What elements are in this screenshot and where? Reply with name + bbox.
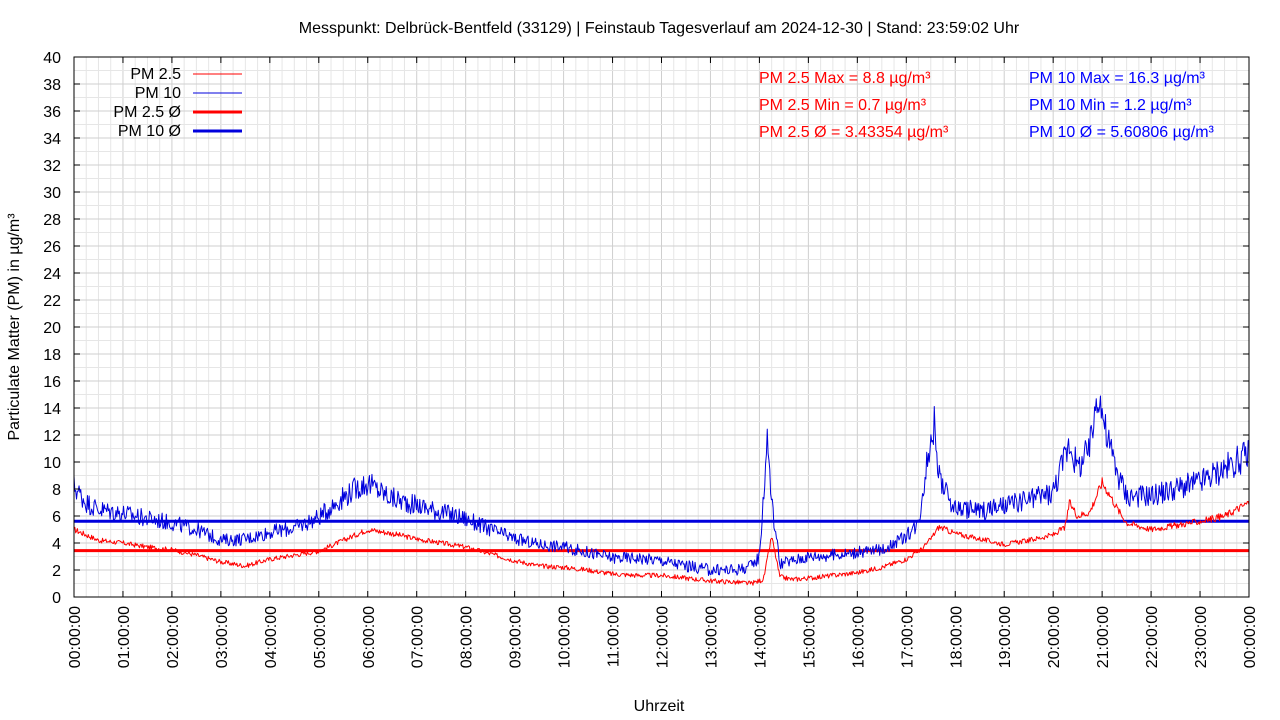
y-tick-label: 18 (43, 347, 61, 364)
x-axis: 00:00:00 01:00:00 02:00:00 03:00:00 04:00:00… (67, 57, 1259, 668)
pm25-min-label: PM 2.5 Min = 0.7 µg/m³ (759, 97, 927, 114)
x-tick-label: 10:00:00 (557, 606, 574, 668)
y-tick-label: 38 (43, 77, 61, 94)
x-tick-label: 00:00:00 (67, 606, 84, 668)
y-tick-label: 14 (43, 401, 61, 418)
series-line-pm10 (73, 395, 1250, 576)
y-tick-label: 30 (43, 185, 61, 202)
y-tick-label: 8 (52, 482, 61, 499)
x-tick-label: 11:00:00 (606, 606, 623, 667)
y-tick-label: 16 (43, 374, 61, 391)
y-tick-label: 6 (52, 509, 61, 526)
x-tick-label: 07:00:00 (410, 606, 427, 668)
x-tick-label: 06:00:00 (361, 606, 378, 668)
x-tick-label: 05:00:00 (312, 606, 329, 668)
y-tick-label: 28 (43, 212, 61, 229)
y-tick-label: 0 (52, 590, 61, 607)
x-tick-label: 19:00:00 (997, 606, 1014, 668)
pm25-avg-label: PM 2.5 Ø = 3.43354 µg/m³ (759, 124, 949, 141)
y-tick-label: 12 (43, 428, 61, 445)
y-tick-label: 22 (43, 293, 61, 310)
x-tick-label: 22:00:00 (1144, 606, 1161, 668)
y-tick-label: 20 (43, 320, 61, 337)
x-tick-label: 08:00:00 (459, 606, 476, 668)
y-tick-label: 36 (43, 104, 61, 121)
pm10-max-label: PM 10 Max = 16.3 µg/m³ (1029, 70, 1206, 87)
x-tick-label: 20:00:00 (1046, 606, 1063, 668)
legend-label-pm25-avg: PM 2.5 Ø (113, 104, 181, 121)
y-tick-label: 10 (43, 455, 61, 472)
y-axis-label: Particulate Matter (PM) in µg/m³ (6, 213, 23, 441)
chart-title: Messpunkt: Delbrück-Bentfeld (33129) | F… (299, 20, 1020, 37)
legend-label-pm10-avg: PM 10 Ø (118, 123, 181, 140)
legend: PM 2.5 PM 10 PM 2.5 Ø PM 10 Ø (113, 66, 242, 140)
legend-label-pm25: PM 2.5 (130, 66, 181, 83)
y-tick-label: 2 (52, 563, 61, 580)
stats-pm10: PM 10 Max = 16.3 µg/m³ PM 10 Min = 1.2 µ… (1029, 70, 1215, 141)
x-tick-label: 16:00:00 (850, 606, 867, 668)
series-lines (73, 395, 1250, 586)
x-tick-label: 21:00:00 (1095, 606, 1112, 668)
x-tick-label: 23:00:00 (1193, 606, 1210, 668)
x-tick-label: 09:00:00 (508, 606, 525, 668)
x-tick-label: 00:00:00 (1242, 606, 1259, 668)
x-tick-label: 17:00:00 (899, 606, 916, 668)
series-line-pm25 (73, 477, 1250, 586)
x-tick-label: 15:00:00 (801, 606, 818, 668)
x-tick-label: 13:00:00 (703, 606, 720, 668)
pm10-avg-label: PM 10 Ø = 5.60806 µg/m³ (1029, 124, 1215, 141)
x-axis-label: Uhrzeit (634, 698, 685, 715)
x-tick-label: 04:00:00 (263, 606, 280, 668)
legend-label-pm10: PM 10 (135, 85, 181, 102)
x-tick-label: 01:00:00 (116, 606, 133, 668)
y-tick-label: 32 (43, 158, 61, 175)
y-tick-label: 24 (43, 266, 61, 283)
y-tick-label: 40 (43, 50, 61, 67)
x-tick-label: 03:00:00 (214, 606, 231, 668)
pm10-min-label: PM 10 Min = 1.2 µg/m³ (1029, 97, 1192, 114)
y-tick-label: 34 (43, 131, 61, 148)
y-tick-label: 26 (43, 239, 61, 256)
x-tick-label: 14:00:00 (752, 606, 769, 668)
stats-pm25: PM 2.5 Max = 8.8 µg/m³ PM 2.5 Min = 0.7 … (759, 70, 949, 141)
x-tick-label: 12:00:00 (655, 606, 672, 668)
x-tick-label: 02:00:00 (165, 606, 182, 668)
pm25-max-label: PM 2.5 Max = 8.8 µg/m³ (759, 70, 931, 87)
x-tick-label: 18:00:00 (948, 606, 965, 668)
average-lines (74, 519, 1249, 553)
grid-lines (74, 57, 1249, 597)
y-tick-label: 4 (52, 536, 61, 553)
